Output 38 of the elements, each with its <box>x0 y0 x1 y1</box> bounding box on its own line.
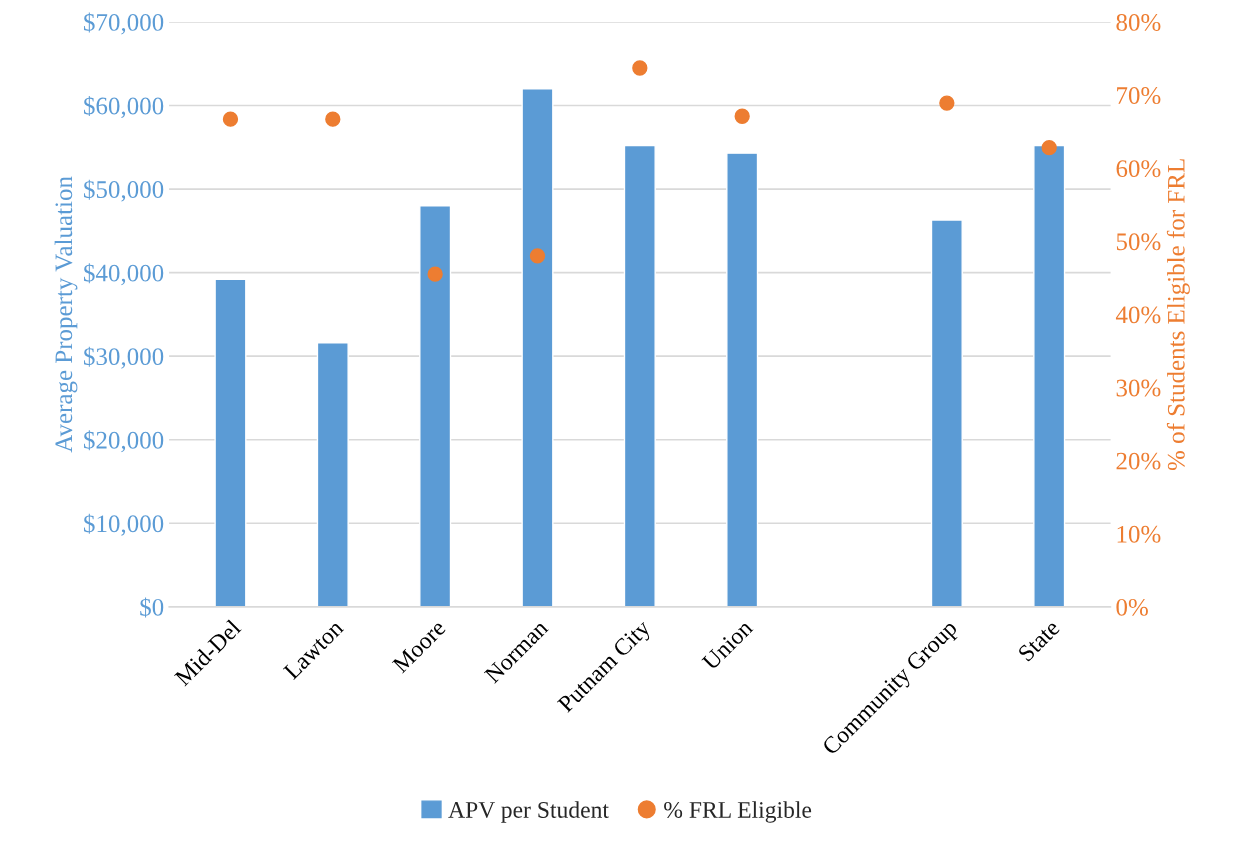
bar <box>726 152 759 607</box>
x-tick-label: State <box>1017 619 1061 662</box>
y2-tick-label: 10% <box>1117 525 1161 543</box>
bar <box>623 144 656 607</box>
bar <box>419 205 452 607</box>
bar <box>930 219 963 607</box>
y2-tick-label: 40% <box>1115 306 1161 324</box>
y-tick-label: $40,000 <box>84 263 164 286</box>
y-tick-label: $30,000 <box>84 346 164 369</box>
point <box>632 60 648 76</box>
y2-tick-label: 0% <box>1116 598 1148 616</box>
bar <box>214 278 247 607</box>
y2-tick-label: 20% <box>1116 452 1161 470</box>
legend-label: APV per Student <box>448 801 609 823</box>
y2-tick-label: 50% <box>1116 233 1161 251</box>
y-tick-label: $20,000 <box>84 430 164 453</box>
point <box>222 111 239 127</box>
y-tick-label: $60,000 <box>84 96 164 119</box>
point <box>529 248 546 264</box>
y-tick-label: $0 <box>140 597 164 618</box>
point <box>939 95 955 111</box>
point <box>325 111 341 127</box>
y-tick-label: $50,000 <box>84 179 164 202</box>
y-tick-label: $70,000 <box>84 12 164 35</box>
bar <box>521 88 554 607</box>
bar <box>316 342 349 607</box>
y2-tick-label: 30% <box>1116 379 1161 397</box>
y2-axis-title: % of Students Eligible for FRL <box>1166 159 1190 471</box>
legend-label: % FRL Eligible <box>664 801 812 823</box>
bar <box>1033 144 1066 607</box>
y2-tick-label: 80% <box>1116 13 1161 31</box>
y-axis-title: Average Property Valuation <box>54 176 78 453</box>
point <box>734 108 750 124</box>
y2-tick-label: 70% <box>1117 87 1161 105</box>
point <box>427 266 443 282</box>
y2-tick-label: 60% <box>1116 160 1161 178</box>
point <box>1041 140 1057 156</box>
y-tick-label: $10,000 <box>84 513 164 536</box>
